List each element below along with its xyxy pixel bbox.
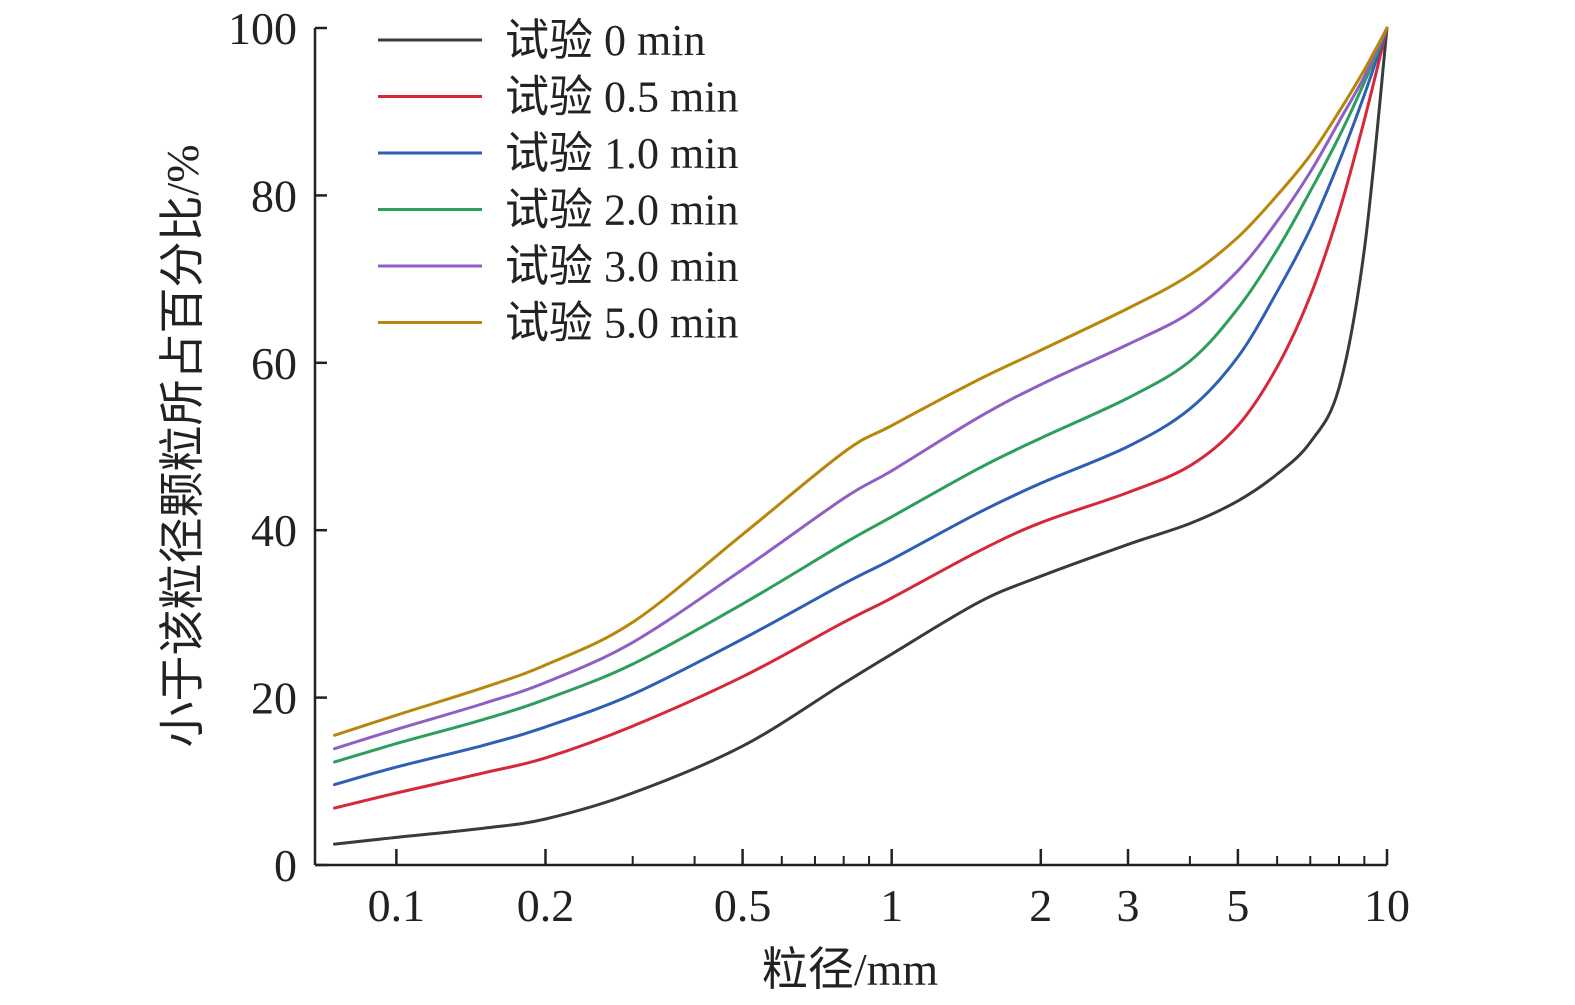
- x-axis-title: 粒径/mm: [762, 944, 939, 995]
- x-tick-label: 10: [1364, 880, 1410, 931]
- y-tick-label: 100: [228, 3, 297, 54]
- x-tick-label: 1: [880, 880, 903, 931]
- x-tick-label: 0.2: [517, 880, 575, 931]
- y-tick-label: 0: [274, 840, 297, 891]
- series-line: [333, 26, 1389, 810]
- y-axis-title: 小于该粒径颗粒所占百分比/%: [157, 144, 208, 747]
- series-line: [333, 26, 1389, 737]
- x-tick-label: 2: [1029, 880, 1052, 931]
- y-tick-label: 80: [251, 170, 297, 221]
- series-lines-group: [333, 26, 1389, 846]
- series-line: [333, 26, 1389, 787]
- legend: 试验 0 min 试验 0.5 min 试验 1.0 min 试验 2.0 min 试验…: [378, 16, 738, 348]
- series-line: [333, 26, 1389, 764]
- y-tick-label: 40: [251, 505, 297, 556]
- y-tick-label: 20: [251, 673, 297, 724]
- legend-label: 试验 1.0 min: [505, 129, 738, 178]
- legend-label: 试验 5.0 min: [505, 299, 738, 348]
- series-line: [333, 26, 1389, 846]
- y-tick-label: 60: [251, 338, 297, 389]
- legend-label: 试验 0 min: [505, 16, 705, 65]
- axes-group: 0 20 40 60 80 100 0.1 0.2 0.5 1 2 3 5 10: [228, 3, 1410, 931]
- legend-label: 试验 0.5 min: [505, 73, 738, 122]
- legend-label: 试验 2.0 min: [505, 186, 738, 235]
- x-tick-label: 0.5: [714, 880, 772, 931]
- legend-label: 试验 3.0 min: [505, 242, 738, 291]
- x-tick-label: 5: [1226, 880, 1249, 931]
- x-tick-label: 3: [1117, 880, 1140, 931]
- x-tick-label: 0.1: [368, 880, 426, 931]
- series-line: [333, 26, 1389, 751]
